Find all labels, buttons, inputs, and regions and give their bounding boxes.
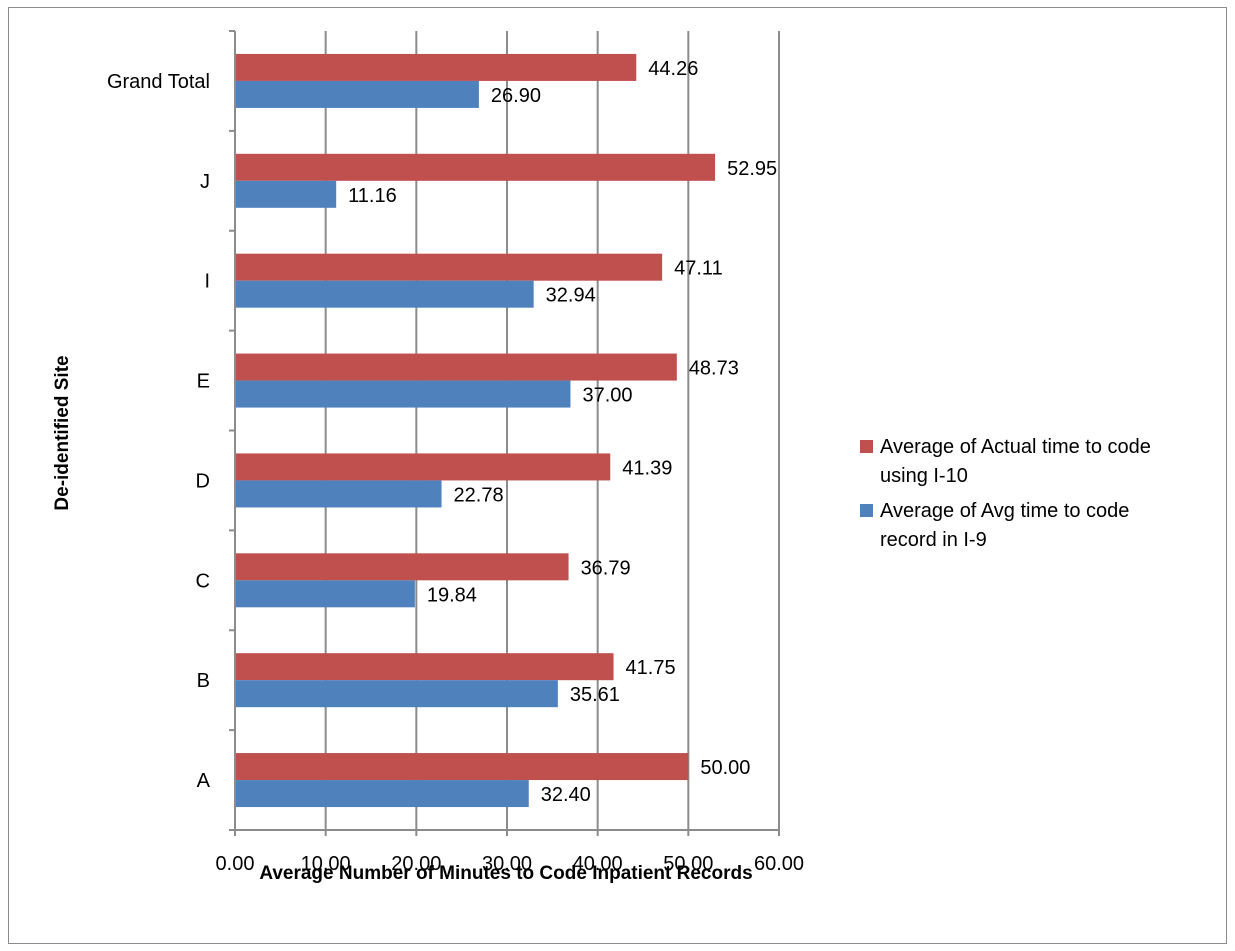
data-label: 52.95 bbox=[727, 158, 777, 180]
data-label: 22.78 bbox=[454, 484, 504, 506]
y-tick-label: E bbox=[197, 371, 210, 393]
data-label: 50.00 bbox=[700, 757, 750, 779]
data-label: 37.00 bbox=[582, 385, 632, 407]
bar bbox=[235, 253, 663, 281]
x-tick-label: 20.00 bbox=[391, 853, 441, 875]
bar bbox=[235, 580, 415, 608]
legend-label: using I-10 bbox=[880, 465, 968, 487]
data-label: 32.40 bbox=[541, 784, 591, 806]
legend-label: Average of Actual time to code bbox=[880, 436, 1151, 458]
data-label: 36.79 bbox=[581, 557, 631, 579]
x-tick-label: 40.00 bbox=[573, 853, 623, 875]
x-axis-title: Average Number of Minutes to Code Inpati… bbox=[259, 863, 752, 884]
data-label: 26.90 bbox=[491, 85, 541, 107]
legend-label: record in I-9 bbox=[880, 529, 987, 551]
x-tick-label: 50.00 bbox=[663, 853, 713, 875]
data-label: 44.26 bbox=[648, 58, 698, 80]
gridlines bbox=[324, 31, 780, 830]
bar bbox=[235, 53, 637, 81]
x-tick-label: 60.00 bbox=[754, 853, 804, 875]
legend-swatch bbox=[860, 504, 873, 517]
legend: Average of Actual time to code using I-10… bbox=[860, 436, 1151, 551]
data-label: 41.75 bbox=[626, 657, 676, 679]
bar bbox=[235, 653, 614, 681]
y-tick-label: J bbox=[200, 171, 210, 193]
axes bbox=[229, 30, 780, 836]
data-label: 11.16 bbox=[348, 185, 397, 207]
x-tick-label: 0.00 bbox=[216, 853, 255, 875]
y-tick-label: A bbox=[197, 770, 211, 792]
tick-labels: 0.00 10.00 20.00 30.00 40.00 50.00 60.00 A B C D E I… bbox=[107, 71, 804, 875]
legend-label: Average of Avg time to code bbox=[880, 500, 1129, 522]
y-tick-label: B bbox=[197, 670, 210, 692]
data-label: 41.39 bbox=[622, 457, 672, 479]
bar bbox=[235, 553, 569, 581]
data-label: 32.94 bbox=[546, 285, 596, 307]
y-tick-label: Grand Total bbox=[107, 71, 210, 93]
legend-swatch bbox=[860, 440, 873, 453]
bar bbox=[235, 353, 677, 381]
bar bbox=[235, 453, 611, 481]
bar bbox=[235, 780, 529, 808]
bar bbox=[235, 153, 716, 181]
y-tick-label: I bbox=[204, 271, 210, 293]
data-label: 48.73 bbox=[689, 358, 739, 380]
bar bbox=[235, 80, 479, 108]
bar bbox=[235, 480, 442, 508]
bar bbox=[235, 680, 558, 708]
bars-group bbox=[235, 53, 716, 808]
bar bbox=[235, 380, 571, 408]
data-labels: 50.00 32.40 41.75 35.61 36.79 19.84 41.39 22.78… bbox=[348, 58, 777, 806]
bar bbox=[235, 280, 534, 308]
data-label: 47.11 bbox=[674, 258, 723, 280]
bar bbox=[235, 180, 337, 208]
data-label: 19.84 bbox=[427, 584, 477, 606]
y-tick-label: C bbox=[196, 570, 210, 592]
bar bbox=[235, 753, 689, 781]
data-label: 35.61 bbox=[570, 684, 620, 706]
x-tick-label: 30.00 bbox=[482, 853, 532, 875]
y-axis-title: De-identified Site bbox=[52, 355, 73, 510]
y-tick-label: D bbox=[196, 470, 210, 492]
x-tick-label: 10.00 bbox=[301, 853, 351, 875]
